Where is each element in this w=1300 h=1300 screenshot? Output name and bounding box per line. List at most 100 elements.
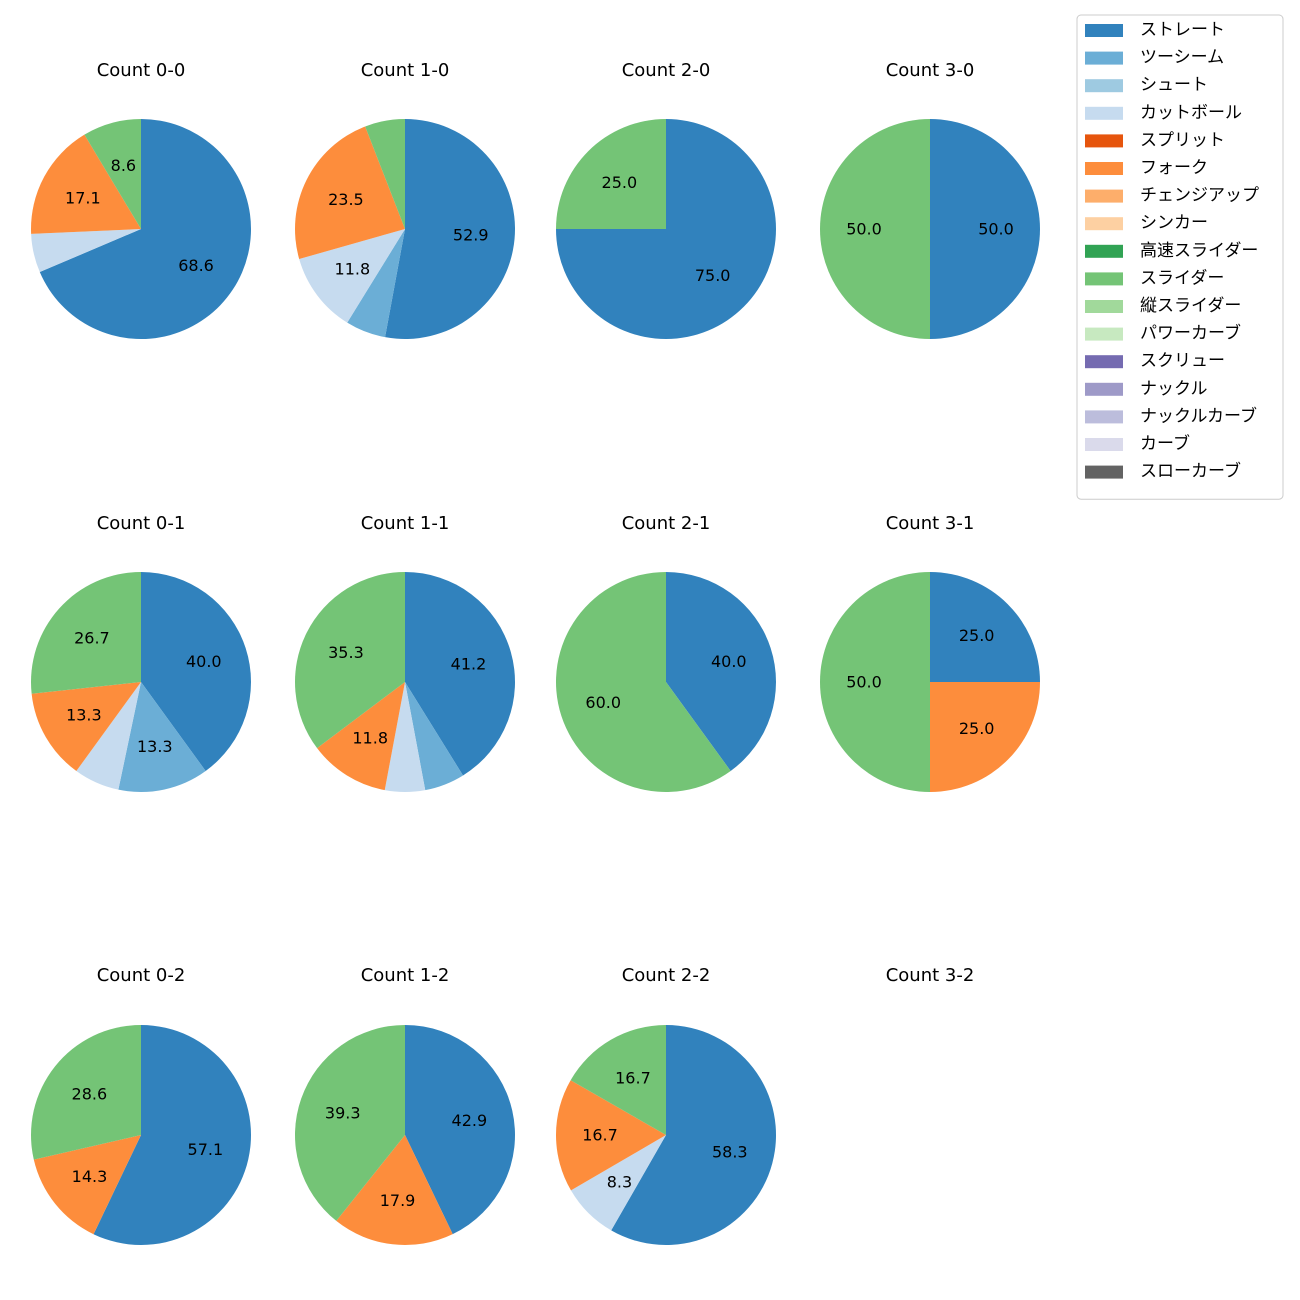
- legend-swatch: [1085, 410, 1123, 424]
- pie-slice-ストレート: [405, 1025, 515, 1235]
- legend-item: 高速スライダー: [1085, 241, 1258, 261]
- legend-item: チェンジアップ: [1085, 186, 1259, 206]
- pie-charts: Count 0-0 68.6 17.1 8.6 Count 1-0 52.9 11.8 23.…: [30, 60, 1040, 1245]
- pie-slice-ストレート: [93, 1025, 252, 1245]
- pie-title: Count 3-1: [886, 513, 975, 534]
- legend-item: スプリット: [1085, 130, 1225, 150]
- slice-value-label: 25.0: [602, 173, 638, 192]
- pie-title: Count 0-2: [97, 965, 186, 986]
- pie-title: Count 1-2: [361, 965, 450, 986]
- slice-value-label: 60.0: [585, 693, 621, 712]
- legend-item: スローカーブ: [1085, 461, 1241, 482]
- slice-value-label: 16.7: [615, 1068, 651, 1087]
- legend-label: ナックルカーブ: [1140, 405, 1257, 426]
- legend-item: ナックル: [1085, 379, 1208, 399]
- pie-slice-ツーシーム: [405, 682, 464, 791]
- pie-title: Count 3-0: [886, 60, 975, 81]
- pie-slice-ツーシーム: [118, 682, 206, 792]
- legend-item: スクリュー: [1085, 351, 1225, 371]
- legend-label: 高速スライダー: [1140, 241, 1258, 261]
- pie-slice-フォーク: [555, 1080, 666, 1191]
- slice-value-label: 40.0: [186, 652, 222, 671]
- legend-swatch: [1085, 438, 1123, 451]
- legend-swatch: [1085, 300, 1123, 313]
- legend-swatch: [1085, 355, 1123, 369]
- pie-slice-スライダー: [556, 572, 731, 792]
- pie-slice-ストレート: [611, 1025, 777, 1245]
- pie-count-2-2: Count 2-2 58.3 8.3 16.7 16.7: [555, 965, 777, 1245]
- pie-slice-カットボール: [76, 682, 141, 790]
- slice-value-label: 11.8: [352, 729, 388, 748]
- slice-value-label: 35.3: [328, 643, 364, 662]
- slice-value-label: 13.3: [66, 706, 102, 725]
- pie-count-3-0: Count 3-0 50.0 50.0: [820, 60, 1040, 339]
- legend-label: ナックル: [1140, 379, 1208, 399]
- slice-value-label: 14.3: [72, 1167, 108, 1186]
- pie-count-3-2: Count 3-2: [886, 965, 975, 986]
- slice-value-label: 52.9: [453, 226, 489, 245]
- legend-item: パワーカーブ: [1085, 323, 1241, 344]
- legend-label: カーブ: [1140, 433, 1190, 454]
- pie-slice-フォーク: [317, 682, 405, 791]
- pie-count-1-2: Count 1-2 42.9 17.9 39.3: [295, 965, 515, 1245]
- pie-slice-カットボール: [31, 229, 141, 273]
- slice-value-label: 13.3: [137, 737, 173, 756]
- pie-slice-カットボール: [299, 229, 405, 323]
- slice-value-label: 50.0: [978, 220, 1014, 239]
- pie-count-1-1: Count 1-1 41.2 11.8 35.3: [295, 513, 515, 792]
- slice-value-label: 39.3: [325, 1104, 361, 1123]
- pie-slice-ツーシーム: [347, 229, 405, 338]
- pie-slice-フォーク: [30, 134, 141, 234]
- pie-title: Count 0-0: [97, 60, 186, 81]
- legend: ストレートツーシームシュートカットボールスプリットフォークチェンジアップシンカー…: [1076, 14, 1284, 500]
- slice-value-label: 11.8: [335, 259, 371, 278]
- legend-item: ナックルカーブ: [1085, 405, 1257, 426]
- slice-value-label: 8.3: [607, 1172, 632, 1191]
- pie-slice-スライダー: [84, 119, 141, 229]
- pie-slice-ストレート: [666, 572, 777, 771]
- pie-title: Count 0-1: [97, 513, 186, 534]
- legend-swatch: [1085, 465, 1123, 479]
- pie-slice-ストレート: [385, 119, 515, 339]
- legend-swatch: [1085, 134, 1123, 148]
- legend-item: フォーク: [1085, 158, 1208, 178]
- pie-slice-スライダー: [556, 119, 666, 229]
- legend-swatch: [1085, 106, 1123, 120]
- pie-count-0-1: Count 0-1 40.0 13.3 13.3 26.7: [30, 513, 252, 792]
- legend-swatch: [1085, 189, 1123, 203]
- legend-swatch: [1085, 272, 1123, 286]
- legend-label: フォーク: [1140, 158, 1208, 178]
- pie-count-2-1: Count 2-1 40.0 60.0: [556, 513, 777, 792]
- pie-slice-フォーク: [33, 1135, 141, 1235]
- pie-slice-ストレート: [405, 572, 515, 776]
- legend-swatch: [1085, 382, 1123, 396]
- slice-value-label: 23.5: [328, 190, 364, 209]
- pie-slice-スライダー: [295, 572, 405, 749]
- slice-value-label: 8.6: [111, 156, 136, 175]
- slice-value-label: 58.3: [712, 1143, 748, 1162]
- legend-label: スローカーブ: [1140, 461, 1241, 482]
- legend-label: ストレート: [1140, 20, 1225, 40]
- slice-value-label: 68.6: [178, 256, 214, 275]
- slice-value-label: 28.6: [72, 1084, 108, 1103]
- pie-slice-スライダー: [820, 572, 930, 792]
- slice-value-label: 50.0: [846, 220, 882, 239]
- pie-slice-スライダー: [30, 1025, 141, 1160]
- pie-slice-スライダー: [570, 1025, 666, 1135]
- pie-slice-フォーク: [294, 126, 405, 260]
- pie-title: Count 3-2: [886, 965, 975, 986]
- pie-title: Count 2-0: [622, 60, 711, 81]
- slice-value-label: 57.1: [188, 1140, 224, 1159]
- pie-slice-ストレート: [39, 119, 251, 339]
- legend-label: ツーシーム: [1140, 48, 1224, 68]
- legend-label: カットボール: [1140, 103, 1242, 123]
- slice-value-label: 16.7: [582, 1126, 618, 1145]
- pie-title: Count 2-2: [622, 965, 711, 986]
- legend-label: シュート: [1140, 75, 1208, 95]
- legend-item: ストレート: [1085, 20, 1225, 40]
- legend-label: スクリュー: [1140, 351, 1225, 371]
- slice-value-label: 25.0: [959, 719, 995, 738]
- slice-value-label: 50.0: [846, 673, 882, 692]
- legend-swatch: [1085, 51, 1123, 65]
